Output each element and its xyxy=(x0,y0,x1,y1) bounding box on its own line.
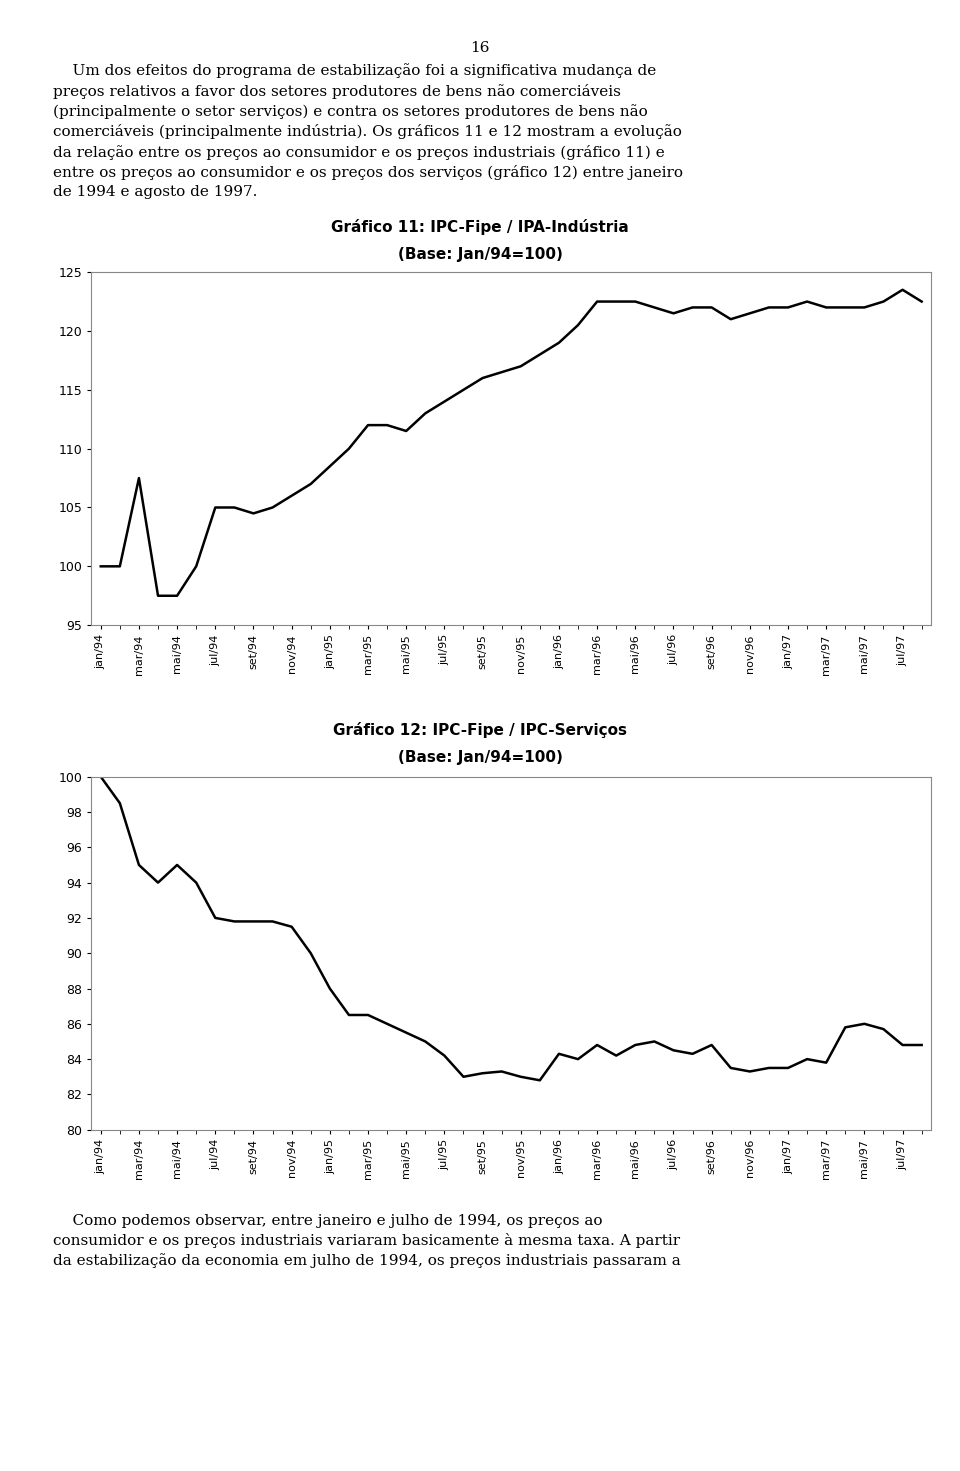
Text: 16: 16 xyxy=(470,41,490,56)
Text: Gráfico 12: IPC-Fipe / IPC-Serviços: Gráfico 12: IPC-Fipe / IPC-Serviços xyxy=(333,722,627,738)
Text: (Base: Jan/94=100): (Base: Jan/94=100) xyxy=(397,750,563,765)
Text: Gráfico 11: IPC-Fipe / IPA-Indústria: Gráfico 11: IPC-Fipe / IPA-Indústria xyxy=(331,219,629,235)
Text: (Base: Jan/94=100): (Base: Jan/94=100) xyxy=(397,247,563,262)
Text: Um dos efeitos do programa de estabilização foi a significativa mudança de
preço: Um dos efeitos do programa de estabiliza… xyxy=(53,63,683,199)
Text: Como podemos observar, entre janeiro e julho de 1994, os preços ao
consumidor e : Como podemos observar, entre janeiro e j… xyxy=(53,1214,681,1268)
